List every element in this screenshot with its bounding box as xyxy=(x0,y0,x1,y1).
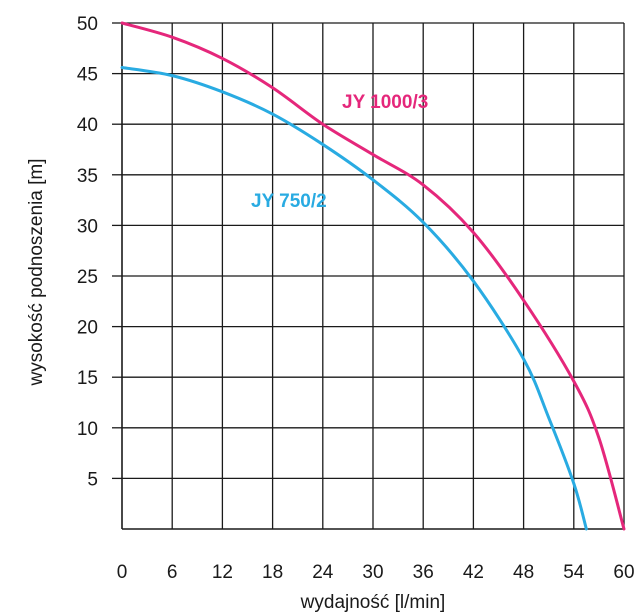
y-tick-label-45: 45 xyxy=(77,65,98,86)
x-tick-label-30: 30 xyxy=(362,562,383,583)
y-tick-label-5: 5 xyxy=(87,469,98,490)
x-tick-label-48: 48 xyxy=(513,562,534,583)
series-layer xyxy=(120,21,626,531)
axes xyxy=(112,22,624,530)
y-tick-label-25: 25 xyxy=(77,267,98,288)
y-tick-label-15: 15 xyxy=(77,368,98,389)
y-tick-label-40: 40 xyxy=(77,115,98,136)
y-tick-label-50: 50 xyxy=(77,14,98,35)
x-tick-label-24: 24 xyxy=(312,562,334,583)
series-label-jy-750-2: JY 750/2 xyxy=(251,191,327,212)
series-line-0 xyxy=(120,21,626,531)
y-tick-label-35: 35 xyxy=(77,166,98,187)
x-tick-label-0: 0 xyxy=(117,562,128,583)
x-tick-label-12: 12 xyxy=(212,562,233,583)
x-tick-label-6: 6 xyxy=(167,562,178,583)
x-tick-label-60: 60 xyxy=(613,562,634,583)
tick-labels: 0 6 12 18 24 30 36 42 48 54 60 5 10 15 20 25 30 35 40 45 50 xyxy=(77,14,635,583)
y-tick-label-20: 20 xyxy=(77,318,98,339)
y-tick-label-10: 10 xyxy=(77,419,98,440)
y-tick-label-30: 30 xyxy=(77,216,98,237)
y-axis-label: wysokość podnoszenia [m] xyxy=(26,158,47,386)
series-label-jy-1000-3: JY 1000/3 xyxy=(342,92,428,113)
x-tick-label-18: 18 xyxy=(262,562,283,583)
x-axis-label: wydajność [l/min] xyxy=(300,592,446,613)
series-line-1 xyxy=(120,66,588,531)
x-tick-label-42: 42 xyxy=(463,562,484,583)
x-tick-label-36: 36 xyxy=(413,562,434,583)
x-tick-label-54: 54 xyxy=(563,562,585,583)
